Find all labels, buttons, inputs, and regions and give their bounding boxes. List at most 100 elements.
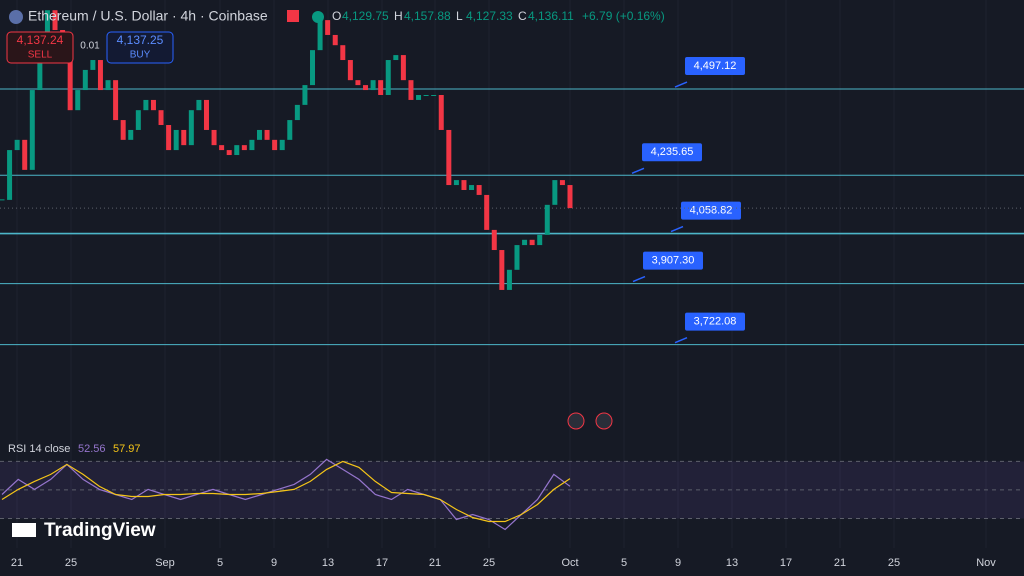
candle: [567, 185, 573, 209]
candle: [90, 60, 96, 70]
rsi-ma-value: 57.97: [113, 443, 141, 455]
buy-label: BUY: [130, 50, 151, 61]
candle: [393, 55, 399, 61]
x-tick-label: 25: [888, 557, 900, 569]
x-tick-label: 21: [429, 557, 441, 569]
candle: [370, 80, 376, 91]
candle: [294, 104, 300, 121]
candle: [453, 180, 459, 186]
x-tick-label: 17: [376, 557, 388, 569]
level-label: 4,235.65: [651, 146, 694, 158]
candle: [529, 239, 535, 246]
rsi-ma-line: [1, 460, 571, 523]
rsi-value: 52.56: [78, 443, 106, 455]
candle: [22, 139, 28, 170]
level-pointer: [674, 336, 688, 344]
sell-button[interactable]: [6, 31, 74, 64]
candle: [166, 125, 172, 151]
candle: [234, 145, 240, 156]
candle: [264, 129, 270, 140]
candle: [256, 129, 262, 140]
x-tick-label: 5: [217, 557, 223, 569]
candle: [135, 110, 141, 130]
candle: [203, 99, 209, 130]
ohlc-value: 4,127.33: [466, 9, 513, 23]
candle: [150, 99, 156, 111]
candle: [506, 269, 512, 290]
candle: [302, 85, 308, 105]
level-label: 4,058.82: [690, 204, 733, 216]
candle: [158, 110, 164, 126]
x-tick-label: Nov: [976, 557, 996, 569]
candle: [347, 60, 353, 81]
candle: [211, 129, 217, 146]
x-tick-label: 13: [726, 557, 738, 569]
x-tick-label: 25: [483, 557, 495, 569]
candle: [484, 194, 490, 230]
candle: [37, 39, 43, 91]
event-icon[interactable]: [567, 412, 585, 430]
candle: [29, 90, 35, 170]
candle: [97, 60, 103, 91]
candle: [408, 80, 414, 100]
level-label: 4,497.12: [694, 60, 737, 72]
spread: 0.01: [80, 41, 100, 52]
x-tick-label: 9: [271, 557, 277, 569]
buy-button[interactable]: [106, 31, 174, 64]
candle: [363, 85, 369, 91]
candle: [552, 180, 558, 205]
ohlc-key: H: [394, 9, 403, 23]
event-icon[interactable]: [595, 412, 613, 430]
level-pointer: [632, 275, 646, 283]
eth-icon: [9, 10, 23, 24]
candle: [188, 110, 194, 146]
brand-logo: [12, 523, 36, 537]
status-icon: [312, 11, 324, 23]
level-pointer: [670, 225, 684, 233]
candle: [7, 150, 13, 200]
buy-price: 4,137.25: [117, 33, 164, 47]
level-label: 3,907.30: [652, 254, 695, 266]
candle: [113, 80, 119, 121]
candle: [423, 94, 429, 96]
x-tick-label: 25: [65, 557, 77, 569]
candle: [400, 55, 406, 81]
candle: [226, 150, 232, 156]
candle: [476, 185, 482, 195]
flag-icon: [287, 10, 299, 22]
candle: [143, 99, 149, 111]
level-label-box: [642, 143, 702, 162]
candle: [431, 94, 437, 96]
candle: [416, 94, 422, 100]
candle: [559, 180, 565, 186]
level-label-box: [685, 312, 745, 331]
candle: [469, 185, 475, 190]
candle: [438, 94, 444, 130]
candle: [67, 50, 73, 111]
candle: [325, 20, 331, 35]
ohlc-value: 4,129.75: [342, 9, 389, 23]
candle: [75, 90, 81, 111]
candle: [44, 10, 50, 40]
candle: [446, 129, 452, 186]
candle: [499, 250, 505, 290]
candle: [317, 20, 323, 51]
candle: [355, 80, 361, 86]
ohlc-key: L: [456, 9, 463, 23]
x-tick-label: Sep: [155, 557, 175, 569]
x-tick-label: 13: [322, 557, 334, 569]
level-label-box: [685, 57, 745, 76]
level-label: 3,722.08: [694, 316, 737, 328]
sell-price: 4,137.24: [17, 33, 64, 47]
candle: [340, 45, 346, 61]
rsi-title: RSI 14 close: [8, 443, 70, 455]
level-label-box: [643, 251, 703, 270]
brand: TradingView: [44, 520, 156, 541]
ohlc-value: 4,157.88: [404, 9, 451, 23]
candle: [241, 145, 247, 151]
candle: [385, 60, 391, 95]
ohlc-key: C: [518, 9, 527, 23]
candle: [105, 80, 111, 91]
